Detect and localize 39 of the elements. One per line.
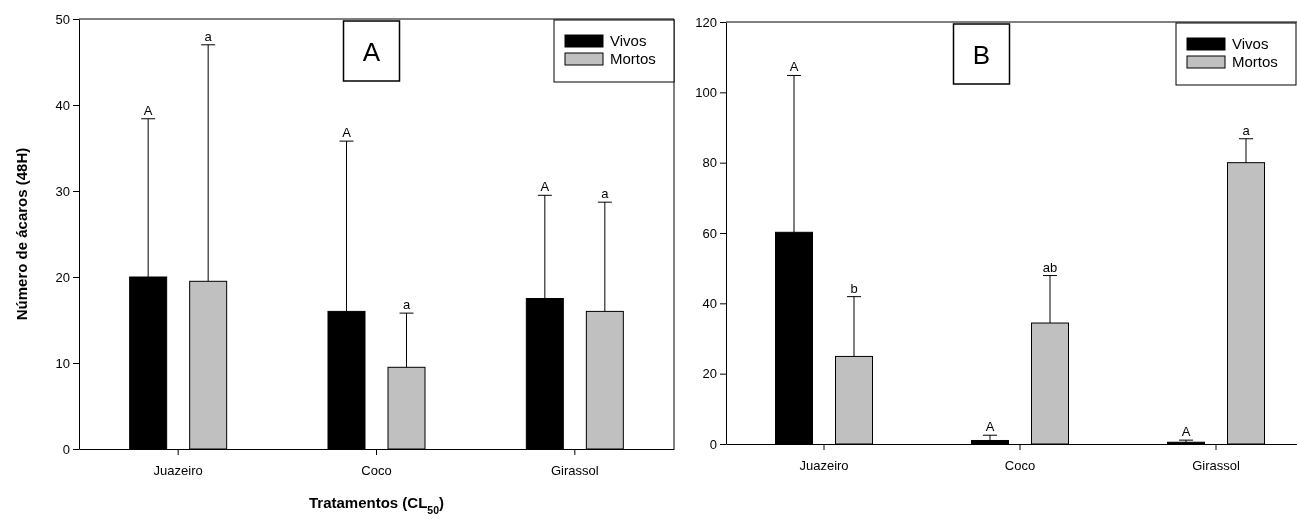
y-tick-label: 10 [55,355,70,371]
annotation: b [850,280,858,296]
annotation: A [143,102,153,118]
annotation: a [402,297,411,313]
annotation: A [1181,424,1191,440]
annotation: a [601,186,610,202]
y-axis-title: Número de ácaros (48H) [13,147,30,321]
x-tick-label: Juazeiro [153,462,203,478]
annotation: A [342,125,352,141]
annotation: A [362,37,381,67]
y-tick-label: 50 [55,11,70,27]
y-tick-label: 40 [702,295,717,311]
y-tick-label: 20 [702,366,717,382]
y-tick-label: 40 [55,97,70,113]
x-tick-label: Girassol [1192,457,1240,473]
y-tick-label: 100 [695,84,717,100]
annotation: B [972,40,991,70]
y-tick-label: 120 [695,14,717,30]
annotation: ab [1042,259,1058,275]
x-axis-title: Tratamentos (CL$_{50}$) [308,494,445,516]
annotation: a [204,28,213,44]
x-tick-label: Juazeiro [799,457,849,473]
legend-label: Vivos [610,32,647,49]
y-tick-label: 20 [55,269,70,285]
legend-label: Mortos [610,50,656,67]
y-tick-label: 0 [62,441,70,457]
y-tick-label: 0 [709,436,717,452]
y-tick-label: 60 [702,225,717,241]
y-tick-label: 80 [702,155,717,171]
y-tick-label: 30 [55,183,70,199]
annotation: A [540,179,550,195]
annotation: a [1242,122,1251,138]
annotation: A [789,59,799,75]
legend-label: Vivos [1232,35,1269,52]
x-tick-label: Coco [1004,457,1036,473]
legend-label: Mortos [1232,53,1278,70]
x-tick-label: Coco [361,462,392,478]
x-tick-label: Girassol [550,462,599,478]
annotation: A [985,419,995,435]
